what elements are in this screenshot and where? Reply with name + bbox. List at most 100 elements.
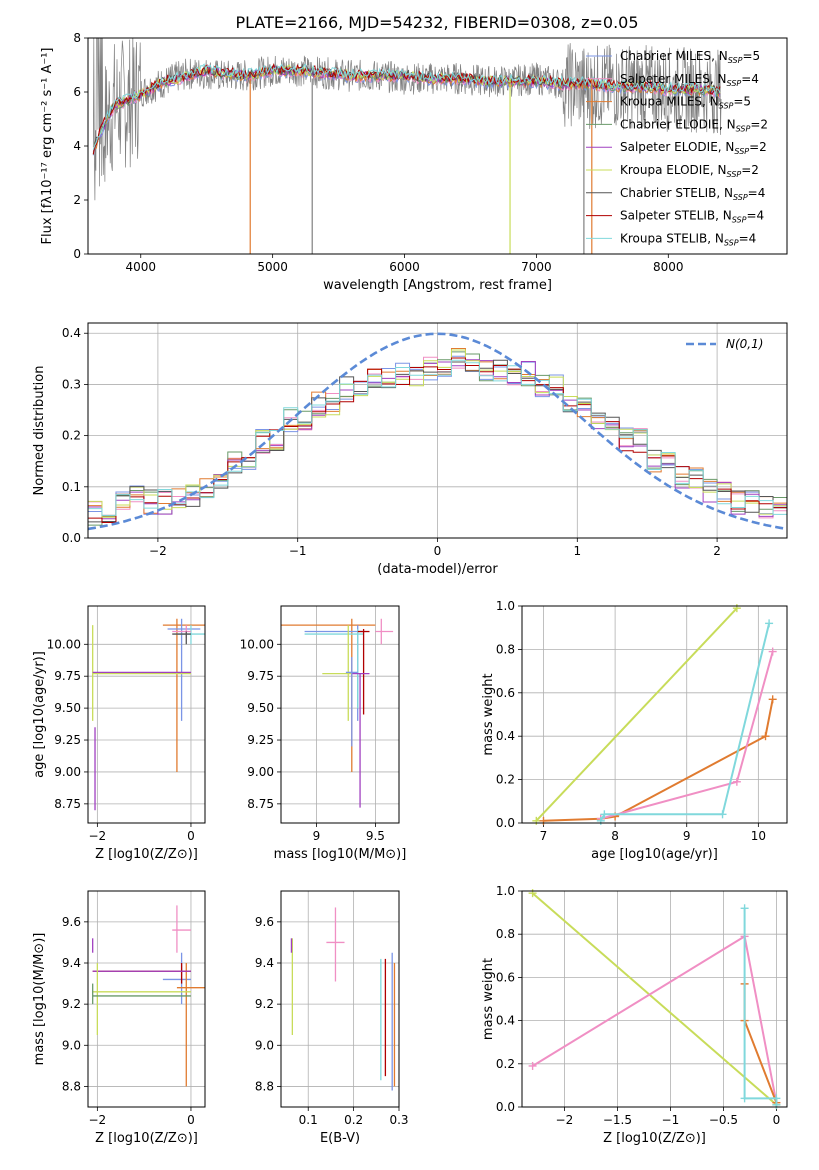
axes-frame <box>521 605 788 824</box>
axes-frame <box>280 890 400 1108</box>
mass-weight-line <box>531 892 778 1106</box>
massweight_vs_Z-lines <box>528 889 781 1109</box>
legend-label: Chabrier STELIB, NSSP=4 <box>620 186 765 202</box>
y-tick-label: 0.2 <box>496 1057 515 1071</box>
y-tick-label: 0.4 <box>62 326 81 340</box>
x-tick-label: −2 <box>89 1113 107 1127</box>
axes-frame <box>521 890 788 1108</box>
axes-frame <box>87 890 206 1108</box>
figure-title: PLATE=2166, MJD=54232, FIBERID=0308, z=0… <box>235 13 638 32</box>
y-tick-label: 8.8 <box>62 1079 81 1093</box>
y-tick-label: 8 <box>73 31 81 45</box>
y-tick-label: 10.00 <box>240 637 274 651</box>
legend-entry: Salpeter MILES, NSSP=4 <box>586 72 759 88</box>
y-tick-label: 9.75 <box>54 669 81 683</box>
y-tick-label: 1.0 <box>496 599 515 613</box>
y-axis-label: mass [log10(M/M⊙)] <box>32 933 47 1066</box>
x-tick-label: −1.5 <box>603 1113 632 1127</box>
legend-entry: Chabrier STELIB, NSSP=4 <box>586 186 765 202</box>
y-tick-label: 0.6 <box>496 686 515 700</box>
y-tick-label: 0.0 <box>62 531 81 545</box>
spectrum-lines <box>92 38 722 254</box>
y-tick-label: 8.75 <box>247 797 274 811</box>
x-tick-label: 1 <box>573 544 581 558</box>
axes-massweight_vs_age: 7 8 9 10 0.0 0.2 0.4 0.6 0.8 1.0 age [log10(age/yr… <box>481 599 788 862</box>
legend-entry: Kroupa STELIB, NSSP=4 <box>586 231 756 247</box>
legend-entry: Chabrier MILES, NSSP=5 <box>586 49 760 65</box>
massweight_vs_age-lines <box>532 604 777 825</box>
y-tick-label: 0.8 <box>496 642 515 656</box>
y-tick-label: 9.2 <box>255 997 274 1011</box>
x-axis-label: mass [log10(M/M⊙)] <box>274 847 407 862</box>
residual-histogram-step <box>88 359 787 516</box>
y-tick-label: 0.3 <box>62 377 81 391</box>
axes-frame <box>280 605 400 824</box>
y-tick-label: 0.4 <box>496 729 515 743</box>
x-tick-label: −0.5 <box>709 1113 738 1127</box>
axes-frame <box>87 605 206 824</box>
legend-entry: Salpeter STELIB, NSSP=4 <box>586 209 764 225</box>
y-tick-label: 6 <box>73 85 81 99</box>
x-tick-label: 0 <box>187 829 195 843</box>
axes-massweight_vs_Z: −2 −1.5 −1 −0.5 0 0.0 0.2 0.4 0.6 0.8 1.0 Z [log10(… <box>481 884 788 1146</box>
legend-label: Chabrier ELODIE, NSSP=2 <box>620 117 768 133</box>
legend-label: Salpeter MILES, NSSP=4 <box>620 72 759 88</box>
residual-histogram-step <box>88 359 787 523</box>
x-tick-label: 0 <box>434 544 442 558</box>
y-tick-label: 0.6 <box>496 970 515 984</box>
x-axis-label: Z [log10(Z/Z⊙)] <box>95 847 198 862</box>
y-tick-label: 9.00 <box>247 765 274 779</box>
x-tick-label: −2 <box>149 544 167 558</box>
gaussian-legend: N(0,1) <box>686 337 763 351</box>
age_vs_Z-errorbars <box>92 618 205 811</box>
y-tick-label: 0.8 <box>496 927 515 941</box>
x-tick-label: −1 <box>289 544 307 558</box>
x-tick-label: 0.1 <box>299 1113 318 1127</box>
legend-entry: Kroupa MILES, NSSP=5 <box>586 95 751 111</box>
y-tick-label: 8.8 <box>255 1079 274 1093</box>
x-axis-label: wavelength [Angstrom, rest frame] <box>323 278 552 293</box>
legend-label: Salpeter STELIB, NSSP=4 <box>620 209 764 225</box>
y-tick-label: 9.0 <box>255 1038 274 1052</box>
residual-histogram-step <box>88 357 787 524</box>
y-tick-label: 9.00 <box>54 765 81 779</box>
y-tick-label: 9.6 <box>62 915 81 929</box>
gaussian-legend-label: N(0,1) <box>726 337 763 351</box>
y-tick-label: 0.0 <box>496 816 515 830</box>
x-axis-label: (data-model)/error <box>377 562 498 577</box>
x-tick-label: 5000 <box>257 260 288 274</box>
x-tick-label: 2 <box>713 544 721 558</box>
mass-weight-line <box>599 623 771 822</box>
y-axis-label: Flux [fλ10⁻¹⁷ erg cm⁻² s⁻¹ A⁻¹] <box>40 48 55 245</box>
x-tick-label: 0.3 <box>389 1113 408 1127</box>
legend-entry: Salpeter ELODIE, NSSP=2 <box>586 140 767 156</box>
mass-weight-line <box>743 983 778 1104</box>
x-axis-label: Z [log10(Z/Z⊙)] <box>95 1131 198 1146</box>
x-axis-label: age [log10(age/yr)] <box>591 847 718 862</box>
axes-residuals: −2 −1 0 1 2 0.0 0.1 0.2 0.3 0.4 (data-model)/error… <box>32 322 788 577</box>
y-tick-label: 9.6 <box>255 915 274 929</box>
x-tick-label: 10 <box>751 829 766 843</box>
x-tick-label: 4000 <box>125 260 156 274</box>
mass-weight-line <box>535 607 738 822</box>
y-tick-label: 9.50 <box>54 701 81 715</box>
y-tick-label: 0.2 <box>62 429 81 443</box>
axes-mass_vs_EBV: 0.1 0.2 0.3 8.8 9.0 9.2 9.4 9.6 E(B-V) <box>255 890 409 1146</box>
gaussian-curve <box>88 332 787 531</box>
y-tick-label: 9.2 <box>62 997 81 1011</box>
legend-label: Kroupa ELODIE, NSSP=2 <box>620 163 759 179</box>
x-axis-label: Z [log10(Z/Z⊙)] <box>603 1131 706 1146</box>
legend-label: Kroupa MILES, NSSP=5 <box>620 95 751 111</box>
x-tick-label: 9 <box>683 829 691 843</box>
y-tick-label: 4 <box>73 139 81 153</box>
y-tick-label: 9.25 <box>247 733 274 747</box>
x-axis-label: E(B-V) <box>320 1131 360 1146</box>
y-tick-label: 0.0 <box>496 1100 515 1114</box>
y-tick-label: 9.4 <box>255 956 274 970</box>
x-tick-label: 0 <box>773 1113 781 1127</box>
y-axis-label: mass weight <box>481 673 496 755</box>
y-tick-label: 0 <box>73 247 81 261</box>
y-tick-label: 8.75 <box>54 797 81 811</box>
axes-age_vs_mass: 9 9.5 8.75 9.00 9.25 9.50 9.75 10.00 mass [log10… <box>240 605 407 862</box>
